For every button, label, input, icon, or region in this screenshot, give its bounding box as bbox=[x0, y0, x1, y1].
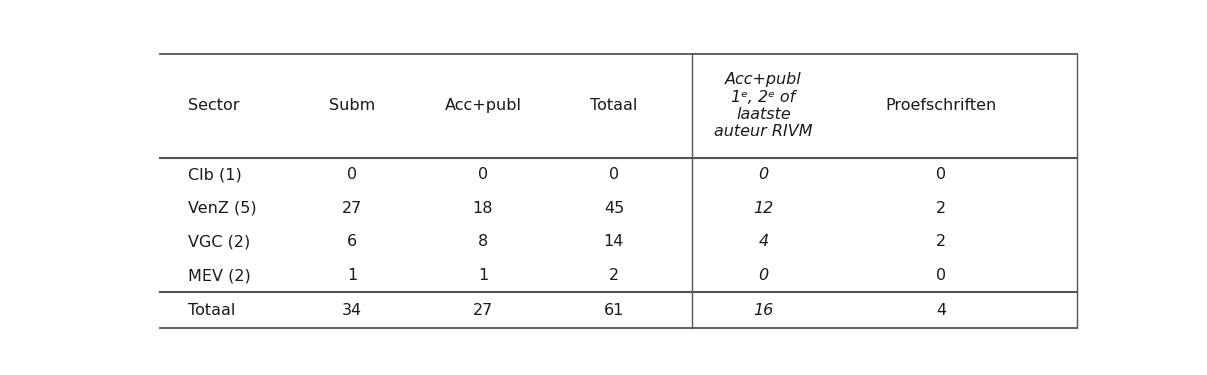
Text: 6: 6 bbox=[346, 234, 357, 249]
Text: 2: 2 bbox=[937, 234, 946, 249]
Text: 0: 0 bbox=[937, 167, 946, 182]
Text: Totaal: Totaal bbox=[590, 98, 637, 113]
Text: 2: 2 bbox=[937, 201, 946, 216]
Text: 0: 0 bbox=[937, 268, 946, 283]
Text: 12: 12 bbox=[753, 201, 774, 216]
Text: 18: 18 bbox=[473, 201, 494, 216]
Text: Sector: Sector bbox=[188, 98, 240, 113]
Text: VenZ (5): VenZ (5) bbox=[188, 201, 257, 216]
Text: Proefschriften: Proefschriften bbox=[886, 98, 997, 113]
Text: 4: 4 bbox=[758, 234, 769, 249]
Text: 61: 61 bbox=[604, 303, 624, 318]
Text: 0: 0 bbox=[346, 167, 357, 182]
Text: 14: 14 bbox=[604, 234, 624, 249]
Text: 0: 0 bbox=[478, 167, 488, 182]
Text: 27: 27 bbox=[473, 303, 494, 318]
Text: 2: 2 bbox=[608, 268, 619, 283]
Text: 1: 1 bbox=[346, 268, 357, 283]
Text: VGC (2): VGC (2) bbox=[188, 234, 251, 249]
Text: Subm: Subm bbox=[328, 98, 375, 113]
Text: 1: 1 bbox=[478, 268, 488, 283]
Text: 0: 0 bbox=[758, 268, 769, 283]
Text: Totaal: Totaal bbox=[188, 303, 235, 318]
Text: Clb (1): Clb (1) bbox=[188, 167, 243, 182]
Text: 4: 4 bbox=[937, 303, 946, 318]
Text: 45: 45 bbox=[604, 201, 624, 216]
Text: 16: 16 bbox=[753, 303, 774, 318]
Text: 8: 8 bbox=[478, 234, 488, 249]
Text: Acc+publ: Acc+publ bbox=[444, 98, 521, 113]
Text: 0: 0 bbox=[608, 167, 619, 182]
Text: MEV (2): MEV (2) bbox=[188, 268, 251, 283]
Text: 27: 27 bbox=[342, 201, 362, 216]
Text: 34: 34 bbox=[342, 303, 362, 318]
Text: 0: 0 bbox=[758, 167, 769, 182]
Text: Acc+publ
1ᵉ, 2ᵉ of
laatste
auteur RIVM: Acc+publ 1ᵉ, 2ᵉ of laatste auteur RIVM bbox=[715, 72, 812, 140]
